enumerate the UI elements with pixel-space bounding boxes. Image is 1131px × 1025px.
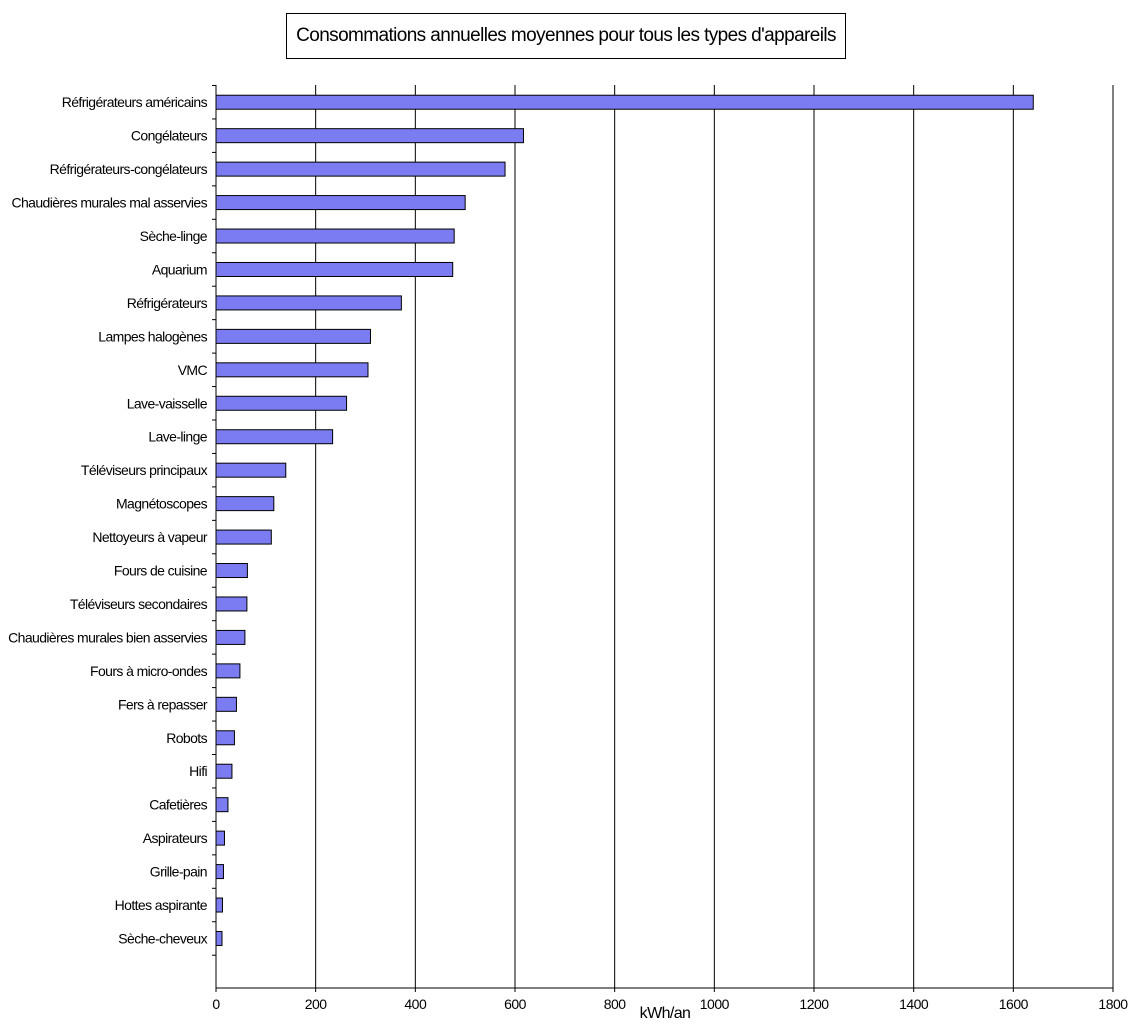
bar bbox=[215, 864, 224, 880]
x-tick-label: 1800 bbox=[1098, 996, 1128, 1012]
category-label: Fours de cuisine bbox=[114, 563, 208, 579]
bar bbox=[215, 328, 371, 344]
bar bbox=[215, 930, 223, 946]
x-axis-title: kWh/an bbox=[640, 1005, 691, 1022]
x-tick-label: 1200 bbox=[799, 996, 829, 1012]
category-label: Téléviseurs secondaires bbox=[70, 596, 208, 612]
bar bbox=[215, 596, 248, 612]
bar bbox=[215, 897, 223, 913]
bar bbox=[215, 362, 369, 378]
category-label: Hifi bbox=[189, 763, 207, 779]
bar bbox=[215, 94, 1034, 110]
bar bbox=[215, 563, 248, 579]
bar bbox=[215, 830, 225, 846]
x-tick-label: 0 bbox=[212, 996, 220, 1012]
x-tick-label: 1600 bbox=[999, 996, 1029, 1012]
bar bbox=[215, 295, 402, 311]
x-tick-labels: 0 200 400 600 800 1000 1200 1400 1600 1800 bbox=[212, 996, 1128, 1012]
bar bbox=[215, 462, 287, 478]
category-label: VMC bbox=[178, 362, 208, 378]
category-label: Congélateurs bbox=[131, 128, 208, 144]
category-label: Lave-vaisselle bbox=[127, 395, 208, 411]
category-label: Chaudières murales bien asservies bbox=[8, 629, 207, 645]
bar bbox=[215, 763, 233, 779]
category-label: Téléviseurs principaux bbox=[81, 462, 208, 478]
axes bbox=[212, 85, 1114, 992]
bar bbox=[215, 128, 524, 144]
bar bbox=[215, 629, 246, 645]
category-label: Réfrigérateurs américains bbox=[62, 94, 208, 110]
bars bbox=[215, 94, 1034, 946]
bar bbox=[215, 696, 237, 712]
category-label: Robots bbox=[166, 730, 207, 746]
category-label: Nettoyeurs à vapeur bbox=[92, 529, 208, 545]
x-tick-label: 400 bbox=[404, 996, 427, 1012]
bar bbox=[215, 195, 466, 211]
category-label: Magnétoscopes bbox=[116, 496, 208, 512]
x-tick-label: 1400 bbox=[899, 996, 929, 1012]
bar bbox=[215, 228, 455, 244]
category-label: Fours à micro-ondes bbox=[90, 663, 208, 679]
category-label: Aspirateurs bbox=[143, 830, 208, 846]
bar bbox=[215, 261, 454, 277]
category-label: Sèche-linge bbox=[140, 228, 208, 244]
bar bbox=[215, 395, 348, 411]
bar bbox=[215, 429, 334, 445]
gridlines bbox=[315, 85, 1114, 988]
category-label: Cafetières bbox=[149, 797, 207, 813]
x-tick-label: 200 bbox=[305, 996, 328, 1012]
x-tick-label: 600 bbox=[504, 996, 527, 1012]
bar bbox=[215, 161, 506, 177]
category-label: Réfrigérateurs-congélateurs bbox=[50, 161, 208, 177]
category-label: Hottes aspirante bbox=[115, 897, 208, 913]
category-label: Sèche-cheveux bbox=[118, 930, 207, 946]
category-label: Chaudières murales mal asservies bbox=[11, 195, 207, 211]
category-label: Grille-pain bbox=[150, 864, 207, 880]
bar bbox=[215, 663, 241, 679]
bar bbox=[215, 529, 272, 545]
bar bbox=[215, 797, 229, 813]
category-labels: Réfrigérateurs américains Congélateurs Réf… bbox=[8, 94, 208, 946]
chart-title: Consommations annuelles moyennes pour to… bbox=[286, 13, 846, 59]
x-tick-label: 1000 bbox=[700, 996, 730, 1012]
category-label: Lave-linge bbox=[148, 429, 207, 445]
category-label: Fers à repasser bbox=[118, 696, 208, 712]
category-label: Aquarium bbox=[152, 261, 207, 277]
category-label: Réfrigérateurs bbox=[127, 295, 208, 311]
category-label: Lampes halogènes bbox=[98, 328, 207, 344]
x-tick-label: 800 bbox=[604, 996, 627, 1012]
bar bbox=[215, 496, 275, 512]
bar bbox=[215, 730, 235, 746]
